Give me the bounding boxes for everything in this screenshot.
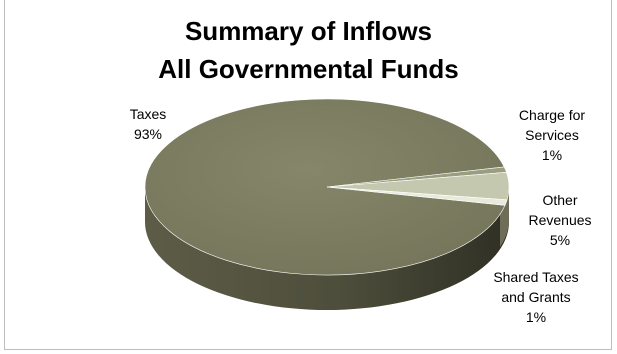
pie-slice-shared-taxes-and-grants bbox=[326, 186, 508, 206]
data-label-percent: 1% bbox=[542, 147, 562, 163]
data-label-percent: 93% bbox=[134, 126, 162, 142]
chart-title-line-2: All Governmental Funds bbox=[158, 54, 459, 84]
pie-side-wall bbox=[145, 187, 509, 310]
data-label-category: Charge for bbox=[519, 107, 585, 123]
data-label-category: Taxes bbox=[130, 106, 167, 122]
pie-side-wall-highlight bbox=[500, 187, 509, 247]
data-label-percent: 5% bbox=[550, 232, 570, 248]
data-label-percent: 1% bbox=[526, 309, 546, 325]
pie-slice-taxes bbox=[144, 98, 506, 276]
data-label-category: Services bbox=[525, 127, 579, 143]
data-label-category: and Grants bbox=[501, 289, 570, 305]
data-label-category: Shared Taxes bbox=[493, 269, 578, 285]
data-label-category: Other bbox=[542, 192, 577, 208]
data-label-category: Revenues bbox=[528, 212, 591, 228]
chart-title-line-1: Summary of Inflows bbox=[184, 16, 433, 46]
chart-frame bbox=[4, 0, 612, 350]
